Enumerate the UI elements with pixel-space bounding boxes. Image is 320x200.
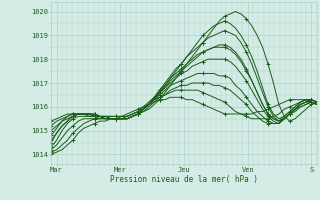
X-axis label: Pression niveau de la mer( hPa ): Pression niveau de la mer( hPa ) (110, 175, 258, 184)
